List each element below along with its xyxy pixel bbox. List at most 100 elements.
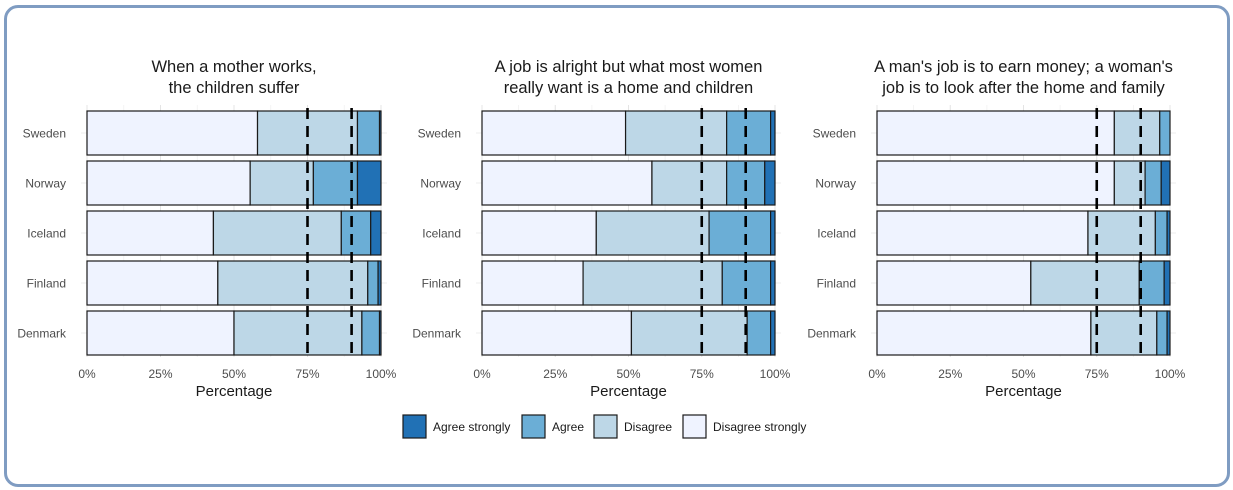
bar-segment-agree — [1144, 160, 1162, 206]
bar-segment-disagree — [595, 210, 710, 256]
y-tick-label: Finland — [27, 277, 66, 291]
x-tick-label: 100% — [1155, 367, 1186, 381]
y-tick-label: Denmark — [807, 327, 857, 341]
bar-segment-disagree — [233, 310, 363, 356]
y-tick-label: Norway — [420, 177, 461, 191]
bar-segment-agree — [746, 310, 772, 356]
bar-segment-disagree-strongly — [86, 310, 235, 356]
bar-segment-disagree — [582, 260, 723, 306]
bar-segment-agree-strongly — [770, 110, 776, 156]
y-tick-label: Sweden — [23, 127, 66, 141]
bar-segment-disagree — [1030, 260, 1140, 306]
bar-segment-agree-strongly — [1163, 260, 1171, 306]
bar-segment-agree-strongly — [378, 310, 382, 356]
y-tick-label: Iceland — [817, 227, 856, 241]
chart-title-line: the children suffer — [169, 79, 300, 97]
x-tick-label: 0% — [473, 367, 491, 381]
y-tick-label: Finland — [817, 277, 856, 291]
legend-swatch — [402, 414, 427, 439]
bar-segment-agree — [340, 210, 372, 256]
chart-title-line: When a mother works, — [151, 58, 316, 76]
bar-segment-disagree — [249, 160, 314, 206]
legend-label: Disagree strongly — [713, 420, 806, 434]
chart-panel-1: When a mother works, the children suffer S… — [17, 58, 396, 400]
bar-segment-agree — [1156, 310, 1168, 356]
chart-title-line: job is to look after the home and family — [881, 79, 1165, 97]
bar-segment-agree-strongly — [764, 160, 776, 206]
legend-label: Agree strongly — [433, 420, 510, 434]
x-tick-label: 75% — [1085, 367, 1109, 381]
chart-title-line: A job is alright but what most women — [495, 58, 763, 76]
y-tick-label: Sweden — [418, 127, 461, 141]
bar-segment-disagree-strongly — [481, 210, 597, 256]
legend-swatch — [521, 414, 546, 439]
bar-segment-agree — [1159, 110, 1171, 156]
bar-segment-agree — [1138, 260, 1165, 306]
y-tick-label: Sweden — [813, 127, 856, 141]
x-tick-label: 0% — [868, 367, 886, 381]
legend-label: Agree — [552, 420, 584, 434]
y-tick-label: Norway — [815, 177, 856, 191]
bar-segment-agree-strongly — [377, 260, 382, 306]
x-axis-title: Percentage — [196, 383, 273, 400]
legend-swatch — [682, 414, 707, 439]
bar-segment-disagree-strongly — [481, 160, 653, 206]
bar-segment-disagree-strongly — [86, 160, 251, 206]
y-tick-label: Iceland — [27, 227, 66, 241]
bar-segment-disagree-strongly — [481, 310, 633, 356]
chart-panel-3: A man's job is to earn money; a woman's j… — [807, 58, 1185, 400]
bar-segment-agree-strongly — [770, 260, 776, 306]
bar-segment-disagree — [217, 260, 369, 306]
y-tick-label: Finland — [422, 277, 461, 291]
y-tick-label: Iceland — [422, 227, 461, 241]
x-tick-label: 100% — [366, 367, 397, 381]
x-tick-label: 100% — [760, 367, 791, 381]
x-axis-title: Percentage — [985, 383, 1062, 400]
x-tick-label: 50% — [1011, 367, 1035, 381]
chart-title-line: A man's job is to earn money; a woman's — [874, 58, 1173, 76]
bar-segment-disagree — [212, 210, 342, 256]
x-tick-label: 50% — [616, 367, 640, 381]
bar-segment-disagree-strongly — [86, 210, 215, 256]
x-tick-label: 25% — [938, 367, 962, 381]
y-tick-label: Denmark — [412, 327, 462, 341]
bar-segment-agree-strongly — [770, 310, 776, 356]
bar-segment-disagree-strongly — [481, 110, 627, 156]
bar-segment-disagree-strongly — [876, 110, 1115, 156]
bar-segment-agree-strongly — [370, 210, 382, 256]
bar-segment-agree — [367, 260, 379, 306]
bar-segment-agree — [1154, 210, 1168, 256]
x-tick-label: 25% — [148, 367, 172, 381]
bar-segment-disagree-strongly — [876, 210, 1089, 256]
y-tick-label: Denmark — [17, 327, 67, 341]
bar-segment-disagree-strongly — [876, 160, 1115, 206]
bar-segment-disagree — [1113, 110, 1161, 156]
bar-segment-agree-strongly — [1166, 310, 1171, 356]
x-tick-label: 0% — [78, 367, 96, 381]
x-tick-label: 50% — [222, 367, 246, 381]
bar-segment-disagree — [1087, 210, 1156, 256]
chart-panel-2: A job is alright but what most women real… — [412, 58, 790, 400]
bar-segment-agree-strongly — [770, 210, 776, 256]
bar-segment-disagree-strongly — [86, 260, 219, 306]
legend: Agree strongly Agree Disagree Disagree stro… — [402, 414, 806, 439]
x-tick-label: 75% — [295, 367, 319, 381]
legend-swatch — [593, 414, 618, 439]
bar-segment-agree — [708, 210, 772, 256]
bar-segment-disagree — [624, 110, 728, 156]
bar-segment-disagree-strongly — [876, 310, 1092, 356]
chart-title-line: really want is a home and children — [504, 79, 753, 97]
bar-segment-agree-strongly — [1166, 210, 1171, 256]
bar-segment-disagree — [651, 160, 728, 206]
x-tick-label: 75% — [690, 367, 714, 381]
y-tick-label: Norway — [25, 177, 66, 191]
bar-segment-disagree-strongly — [86, 110, 259, 156]
bar-segment-disagree-strongly — [876, 260, 1032, 306]
legend-label: Disagree — [624, 420, 672, 434]
x-tick-label: 25% — [543, 367, 567, 381]
bar-segment-agree-strongly — [378, 110, 382, 156]
bar-segment-disagree — [1090, 310, 1158, 356]
bar-segment-agree — [361, 310, 381, 356]
bar-segment-disagree-strongly — [481, 260, 584, 306]
